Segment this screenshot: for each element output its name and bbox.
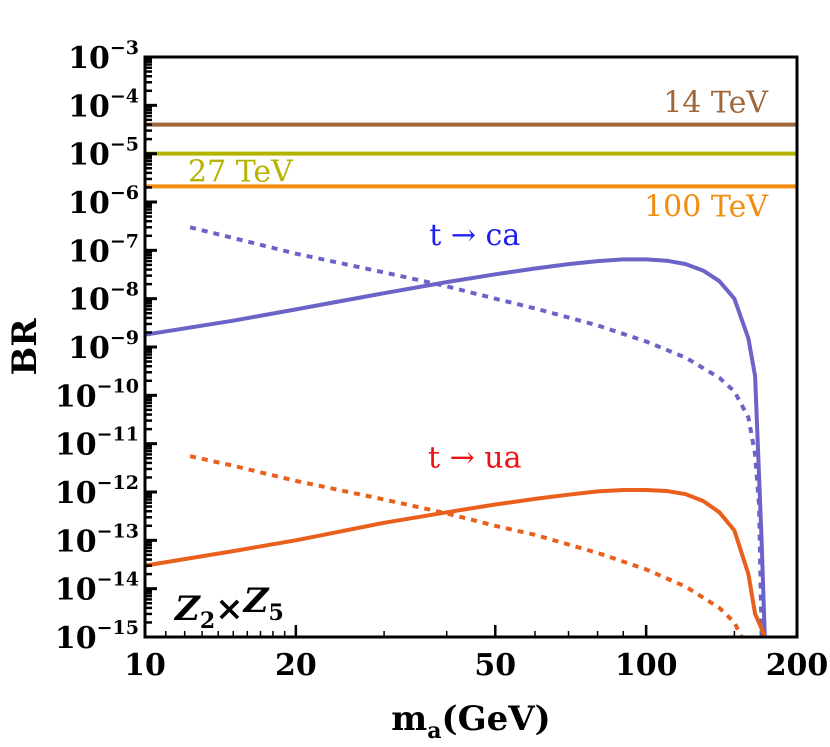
series-line-3 (189, 454, 744, 638)
hline-label: 100 TeV (644, 189, 769, 224)
x-tick-label: 10 (124, 648, 166, 683)
y-tick-label: 10−6 (68, 182, 139, 221)
series-line-2 (144, 488, 767, 638)
x-axis-title: ma(GeV) (391, 699, 550, 744)
y-tick-label: 10−7 (68, 230, 139, 269)
y-tick-label: 10−13 (55, 520, 139, 559)
y-tick-label: 10−5 (68, 134, 139, 173)
hline-label: 27 TeV (188, 155, 294, 190)
series-line-1 (189, 225, 764, 638)
x-tick-label: 200 (766, 648, 829, 683)
y-axis-title: BR (5, 318, 45, 376)
model-label: Z2×Z5 (173, 581, 284, 634)
x-tick-label: 20 (275, 648, 317, 683)
series-line-0 (144, 257, 767, 638)
series-annotation: t → ua (428, 441, 522, 476)
y-tick-label: 10−15 (55, 617, 139, 656)
y-tick-label: 10−8 (68, 279, 139, 318)
hline-label: 14 TeV (663, 86, 769, 121)
y-tick-label: 10−4 (68, 85, 139, 124)
x-tick-label: 50 (474, 648, 516, 683)
y-tick-label: 10−10 (55, 375, 139, 414)
series-annotation: t → ca (429, 218, 520, 253)
x-tick-label: 100 (615, 648, 678, 683)
y-tick-label: 10−9 (68, 327, 139, 366)
y-tick-label: 10−14 (55, 569, 139, 608)
y-tick-label: 10−12 (55, 472, 139, 511)
y-tick-label: 10−11 (55, 424, 139, 463)
y-tick-label: 10−3 (68, 37, 139, 76)
